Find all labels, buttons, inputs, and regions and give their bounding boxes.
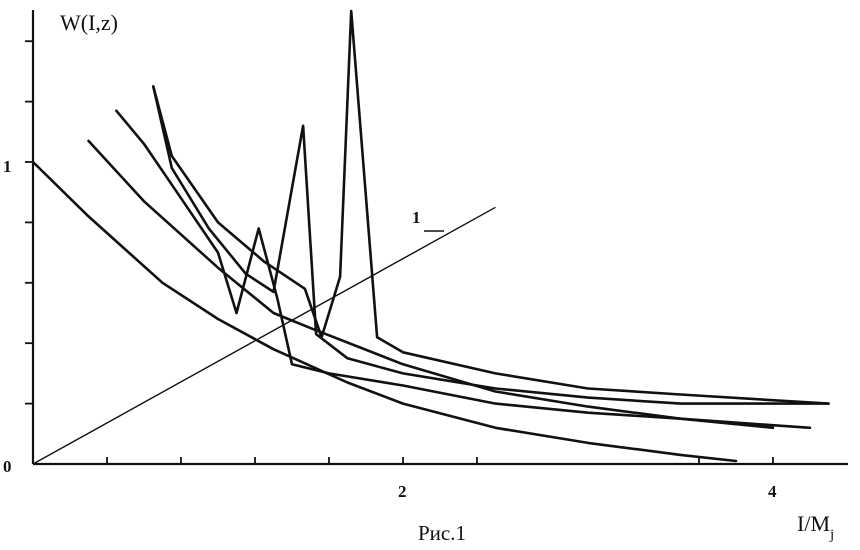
series-group	[31, 9, 830, 465]
y-tick-label: 1	[3, 157, 12, 176]
reference-line	[32, 206, 496, 465]
x-tick-label: 2	[398, 482, 407, 501]
x-axis-title-subscript: j	[829, 527, 834, 543]
series-line	[115, 109, 812, 430]
axes	[31, 10, 848, 466]
figure-caption: Рис.1	[418, 521, 466, 545]
y-tick-label: 0	[3, 457, 12, 476]
series-line	[152, 85, 830, 405]
series-line	[87, 139, 775, 430]
x-axis-title-main: I/M	[797, 511, 830, 536]
ticks: 2 4 0 1	[3, 40, 777, 501]
line-label: 1	[412, 208, 421, 227]
y-axis-title: W(I,z)	[60, 10, 118, 35]
x-axis-title: I/Mj	[797, 511, 834, 543]
x-tick-label: 4	[768, 482, 777, 501]
series-line	[152, 9, 830, 405]
series-line	[31, 160, 738, 463]
